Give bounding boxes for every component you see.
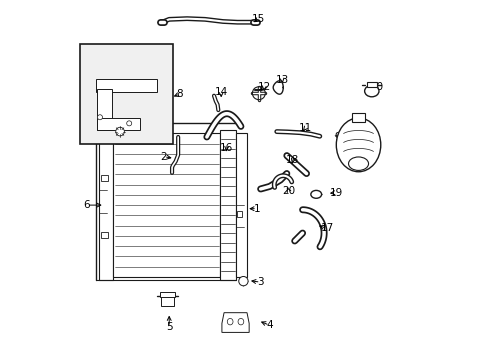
Bar [101, 175, 107, 181]
Bar [97, 89, 112, 130]
Ellipse shape [310, 190, 321, 198]
Bar [161, 296, 174, 306]
Bar [159, 292, 175, 297]
Text: 14: 14 [214, 87, 227, 97]
Text: 20: 20 [282, 186, 295, 196]
Polygon shape [222, 313, 249, 332]
Circle shape [238, 276, 247, 286]
Bar [101, 232, 107, 238]
Ellipse shape [348, 157, 368, 170]
Ellipse shape [364, 85, 378, 97]
Bar [99, 130, 113, 280]
Text: 11: 11 [298, 123, 311, 133]
Text: 3: 3 [257, 277, 264, 287]
Text: 8: 8 [176, 89, 183, 99]
Bar [97, 117, 139, 130]
Ellipse shape [336, 118, 380, 172]
Bar [220, 130, 235, 280]
Ellipse shape [238, 319, 244, 325]
Text: 10: 10 [370, 82, 383, 92]
Text: 4: 4 [266, 320, 272, 330]
Text: 19: 19 [328, 188, 342, 198]
Text: 6: 6 [83, 200, 90, 210]
Circle shape [126, 121, 131, 126]
Bar [96, 79, 156, 92]
Text: 15: 15 [252, 14, 265, 24]
Circle shape [97, 115, 102, 120]
Bar [113, 134, 220, 277]
Bar [237, 211, 242, 217]
Bar [80, 44, 172, 144]
Bar [235, 134, 246, 277]
Text: 9: 9 [334, 132, 340, 142]
Bar [351, 113, 364, 122]
Text: 17: 17 [320, 224, 333, 233]
Text: 2: 2 [160, 152, 167, 162]
Text: 12: 12 [257, 82, 270, 92]
Text: 18: 18 [285, 155, 299, 165]
Text: 13: 13 [275, 75, 288, 85]
Text: 16: 16 [220, 143, 233, 153]
Text: 7: 7 [124, 112, 131, 122]
Circle shape [116, 127, 124, 136]
Text: 1: 1 [253, 204, 260, 214]
Ellipse shape [227, 319, 233, 325]
Bar [366, 82, 376, 87]
Text: 5: 5 [165, 322, 172, 332]
